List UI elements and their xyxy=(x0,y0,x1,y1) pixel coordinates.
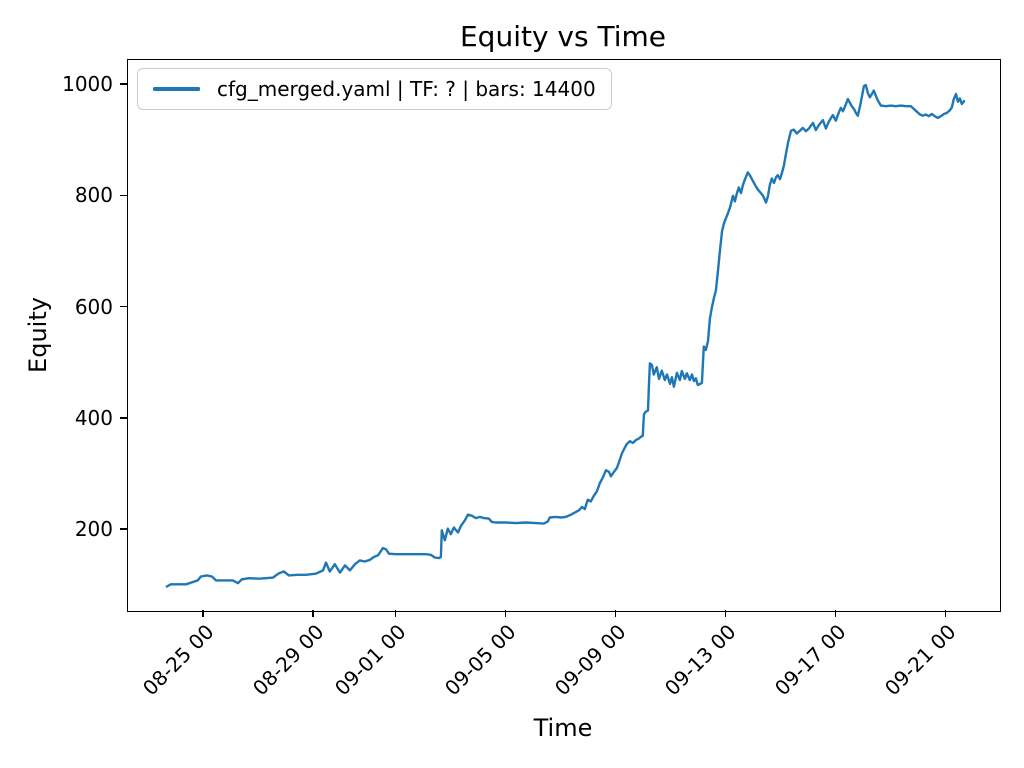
x-tick-label: 09-01 00 xyxy=(330,619,411,701)
chart-title: Equity vs Time xyxy=(459,20,667,53)
y-tick-label: 600 xyxy=(74,294,113,319)
x-axis-label: Time xyxy=(533,714,593,742)
x-tick-label: 09-09 00 xyxy=(550,619,631,701)
y-tick-mark xyxy=(120,528,127,531)
equity-line-chart xyxy=(165,83,966,588)
y-tick-mark xyxy=(120,83,127,85)
y-tick-mark xyxy=(120,417,127,419)
x-tick-label: 09-21 00 xyxy=(880,619,961,701)
x-tick-label: 08-25 00 xyxy=(137,619,219,701)
plot-area: cfg_merged.yaml | TF: ? | bars: 14400 xyxy=(127,59,1001,612)
x-tick-label: 09-05 00 xyxy=(440,619,521,701)
y-tick-label: 200 xyxy=(74,517,113,542)
y-tick-mark xyxy=(120,305,127,308)
x-tick-mark xyxy=(724,610,727,617)
x-tick-label: 09-13 00 xyxy=(660,619,741,701)
y-tick-label: 1000 xyxy=(62,72,113,97)
x-tick-mark xyxy=(312,610,314,617)
x-tick-mark xyxy=(202,610,204,617)
legend-label: cfg_merged.yaml | TF: ? | bars: 14400 xyxy=(217,77,596,101)
equity-line xyxy=(165,83,966,588)
y-tick-mark xyxy=(120,194,127,197)
legend: cfg_merged.yaml | TF: ? | bars: 14400 xyxy=(137,68,612,110)
x-tick-label: 08-29 00 xyxy=(247,619,329,701)
x-tick-mark xyxy=(944,610,947,617)
y-tick-label: 400 xyxy=(74,405,113,430)
legend-line-sample xyxy=(153,87,200,91)
x-tick-mark xyxy=(834,610,837,617)
y-tick-label: 800 xyxy=(74,183,113,208)
x-tick-mark xyxy=(504,610,507,617)
x-tick-mark xyxy=(614,610,617,617)
x-tick-label: 09-17 00 xyxy=(770,619,851,701)
x-tick-mark xyxy=(394,610,397,617)
